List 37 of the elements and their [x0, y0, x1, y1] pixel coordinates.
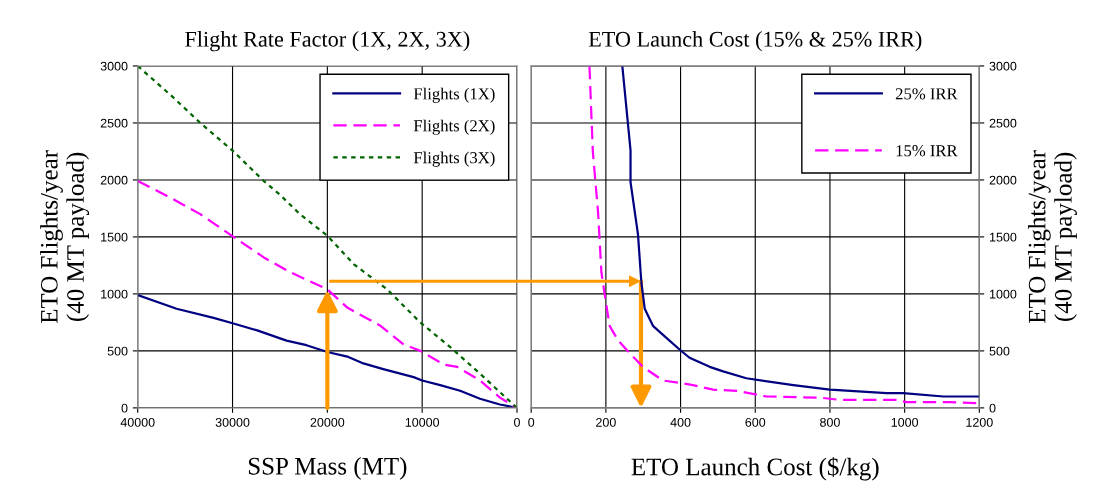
chart-title: Flight Rate Factor (1X, 2X, 3X)	[185, 31, 470, 52]
legend-label: Flights (2X)	[413, 119, 495, 135]
y-tick-label: 0	[121, 403, 128, 413]
legend-label: 15% IRR	[896, 145, 958, 157]
legend-label: 25% IRR	[895, 88, 958, 100]
y-tick-label: 1500	[101, 232, 128, 242]
y2-tick-label: 1000	[990, 289, 1017, 299]
x-tick-label: 800	[820, 417, 840, 427]
y-tick-label: 1000	[101, 289, 128, 299]
x-axis-title: SSP Mass (MT)	[248, 457, 407, 480]
y2-tick-label: 0	[989, 403, 996, 413]
x-tick-label: 0	[514, 417, 520, 427]
y2-tick-label: 3000	[989, 61, 1017, 71]
legend-label: Flights (1X)	[413, 87, 495, 103]
x-tick-label: 30000	[215, 417, 250, 427]
x-tick-label: 20000	[310, 417, 345, 427]
y-tick-label: 2000	[100, 175, 128, 185]
x-tick-label: 600	[745, 417, 766, 427]
x-axis-title: ETO Launch Cost ($/kg)	[631, 457, 879, 481]
y2-tick-label: 500	[989, 346, 1010, 356]
x-tick-label: 1000	[891, 417, 919, 427]
x-tick-label: 400	[670, 417, 691, 427]
y2-tick-label: 2000	[989, 175, 1017, 185]
y-tick-label: 2500	[100, 118, 128, 128]
y2-tick-label: 1500	[990, 232, 1017, 242]
x-tick-label: 0	[528, 417, 535, 427]
x-tick-label: 10000	[405, 417, 440, 427]
x-tick-label: 40000	[120, 417, 155, 427]
chart-title: ETO Launch Cost (15% & 25% IRR)	[588, 31, 922, 52]
x-tick-label: 200	[596, 417, 616, 427]
legend-label: Flights (3X)	[413, 151, 495, 167]
y-tick-label: 500	[107, 346, 128, 356]
y2-axis-title: ETO Flights/year (40 MT payload)	[1027, 150, 1077, 324]
y-tick-label: 3000	[100, 61, 128, 71]
y-axis-title: ETO Flights/year (40 MT payload)	[40, 150, 90, 324]
x-tick-label: 1200	[966, 417, 993, 427]
y2-tick-label: 2500	[989, 118, 1017, 128]
